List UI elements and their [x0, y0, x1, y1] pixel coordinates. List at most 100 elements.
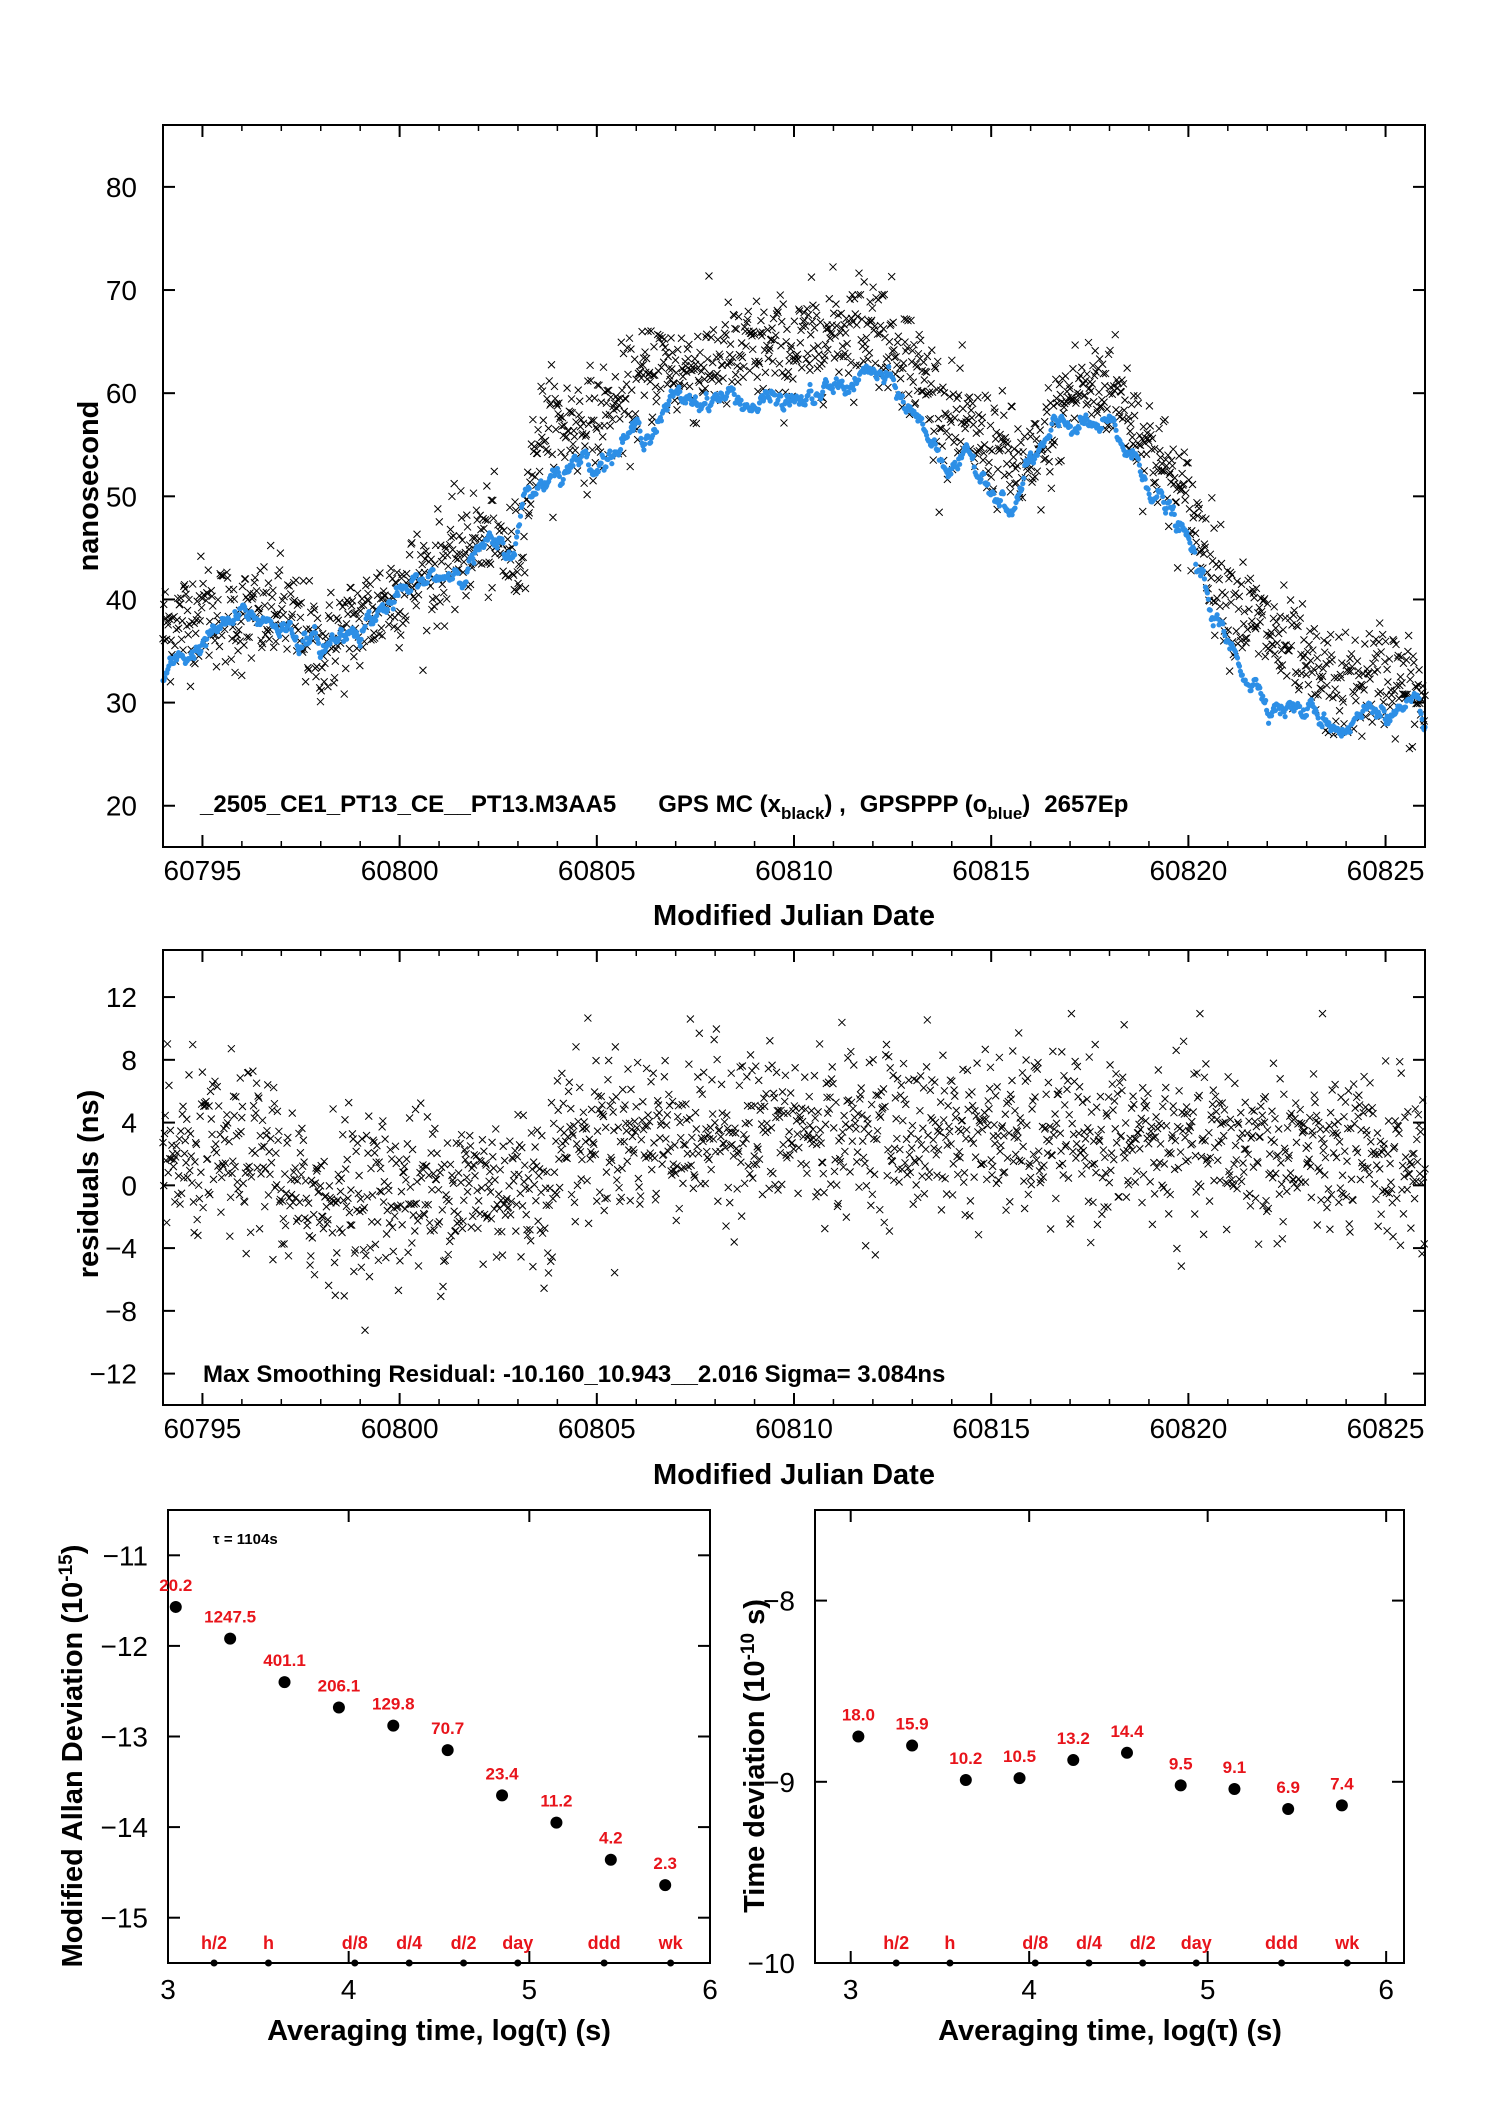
- black-point: [1352, 637, 1359, 644]
- residual-point: [666, 1102, 673, 1109]
- blue-point: [659, 418, 664, 423]
- residual-point: [656, 1109, 663, 1116]
- residual-point: [639, 1098, 646, 1105]
- black-point: [534, 450, 541, 457]
- residual-point: [823, 1080, 830, 1087]
- residual-point: [1185, 1156, 1192, 1163]
- black-point: [1078, 364, 1085, 371]
- residual-point: [269, 1256, 276, 1263]
- blue-point: [198, 649, 203, 654]
- residual-point: [1266, 1150, 1273, 1157]
- residual-point: [251, 1115, 258, 1122]
- residual-point: [398, 1188, 405, 1195]
- residual-point: [984, 1122, 991, 1129]
- black-point: [894, 339, 901, 346]
- black-point: [388, 565, 395, 572]
- blue-point: [1163, 510, 1168, 515]
- residual-point: [637, 1193, 644, 1200]
- black-point: [443, 595, 450, 602]
- residual-point: [799, 1118, 806, 1125]
- residual-point: [994, 1132, 1001, 1139]
- residual-point: [585, 1220, 592, 1227]
- residual-point: [669, 1098, 676, 1105]
- residual-point: [347, 1187, 354, 1194]
- black-point: [536, 468, 543, 475]
- black-point: [331, 674, 338, 681]
- residual-point: [205, 1189, 212, 1196]
- black-point: [745, 308, 752, 315]
- residual-point: [200, 1204, 207, 1211]
- residual-point: [285, 1252, 292, 1259]
- blue-point: [1202, 576, 1207, 581]
- residual-point: [1179, 1127, 1186, 1134]
- blue-point: [971, 453, 976, 458]
- blue-point: [972, 464, 977, 469]
- residual-point: [411, 1228, 418, 1235]
- black-point: [753, 298, 760, 305]
- residual-point: [889, 1158, 896, 1165]
- residual-point: [466, 1132, 473, 1139]
- residual-point: [815, 1108, 822, 1115]
- black-point: [551, 383, 558, 390]
- residual-point: [358, 1264, 365, 1271]
- residual-point: [1398, 1070, 1405, 1077]
- black-point: [649, 414, 656, 421]
- legend-black-sub: black: [781, 804, 825, 823]
- residual-point: [989, 1163, 996, 1170]
- black-point: [968, 407, 975, 414]
- black-point: [720, 337, 727, 344]
- residual-point: [931, 1079, 938, 1086]
- residual-point: [954, 1171, 961, 1178]
- residual-point: [499, 1252, 506, 1259]
- black-point: [850, 399, 857, 406]
- residual-point: [1148, 1123, 1155, 1130]
- black-point: [821, 352, 828, 359]
- black-point: [674, 406, 681, 413]
- black-point: [650, 372, 657, 379]
- residual-point: [346, 1209, 353, 1216]
- residual-point: [1094, 1221, 1101, 1228]
- plot-frame: [163, 125, 1425, 847]
- black-point: [1208, 494, 1215, 501]
- residual-point: [1221, 1106, 1228, 1113]
- data-label: 206.1: [318, 1677, 361, 1696]
- blue-point: [1021, 476, 1026, 481]
- residual-point: [1293, 1139, 1300, 1146]
- blue-point: [642, 442, 647, 447]
- residual-point: [1141, 1104, 1148, 1111]
- residual-point: [841, 1148, 848, 1155]
- black-point: [431, 603, 438, 610]
- data-point: [387, 1720, 399, 1732]
- blue-point: [1193, 562, 1198, 567]
- black-point: [624, 371, 631, 378]
- black-point: [783, 326, 790, 333]
- residual-point: [1268, 1108, 1275, 1115]
- residual-point: [1136, 1145, 1143, 1152]
- black-point: [1007, 488, 1014, 495]
- black-point: [347, 584, 354, 591]
- blue-point: [985, 481, 990, 486]
- black-point: [325, 612, 332, 619]
- black-point: [406, 551, 413, 558]
- black-point: [420, 542, 427, 549]
- black-point: [1181, 449, 1188, 456]
- black-point: [616, 415, 623, 422]
- residual-point: [1085, 1198, 1092, 1205]
- residual-point: [1063, 1086, 1070, 1093]
- y-axis-label: nanosecond: [73, 401, 105, 572]
- blue-point: [687, 393, 692, 398]
- black-point: [1283, 672, 1290, 679]
- black-point: [314, 615, 321, 622]
- y-axis-label: residuals (ns): [73, 1090, 105, 1279]
- residual-point: [1335, 1199, 1342, 1206]
- residual-point: [1232, 1142, 1239, 1149]
- black-point: [268, 603, 275, 610]
- residual-point: [1046, 1138, 1053, 1145]
- black-point: [1361, 641, 1368, 648]
- black-point: [448, 493, 455, 500]
- black-point: [679, 365, 686, 372]
- residual-point: [1335, 1118, 1342, 1125]
- black-point: [232, 669, 239, 676]
- black-point: [1227, 569, 1234, 576]
- residual-point: [479, 1136, 486, 1143]
